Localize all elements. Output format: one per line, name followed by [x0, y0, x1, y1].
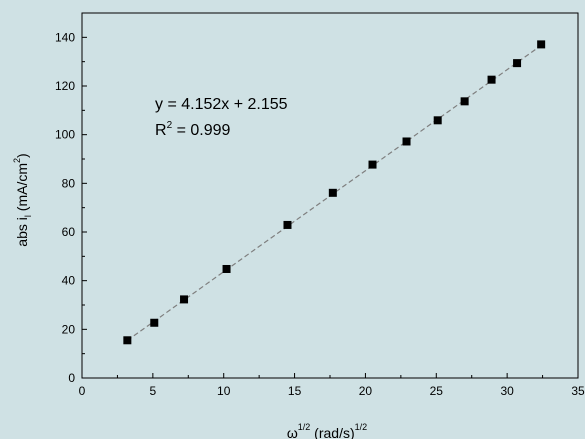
x-tick-label: 20 — [359, 384, 373, 398]
r-squared-label: R2 = 0.999 — [155, 120, 231, 139]
data-point — [537, 40, 546, 49]
x-tick-label: 15 — [288, 384, 302, 398]
fit-line — [127, 44, 542, 341]
data-point — [513, 59, 522, 68]
data-point — [433, 116, 442, 125]
y-tick-label: 120 — [55, 79, 75, 93]
y-axis-title: abs il (mA/cm2) — [12, 153, 33, 246]
data-markers — [123, 40, 546, 345]
fit-line-group — [127, 44, 542, 341]
data-point — [328, 188, 337, 197]
data-point — [150, 318, 159, 327]
y-tick-label: 20 — [62, 322, 76, 336]
x-tick-label: 35 — [571, 384, 585, 398]
x-tick-label: 25 — [430, 384, 444, 398]
x-tick-label: 5 — [150, 384, 157, 398]
y-tick-label: 100 — [55, 128, 75, 142]
y-tick-label: 140 — [55, 30, 75, 44]
x-tick-label: 30 — [500, 384, 514, 398]
y-tick-label: 60 — [62, 225, 76, 239]
x-tick-label: 10 — [217, 384, 231, 398]
x-axis-title: ω1/2 (rad/s)1/2 — [287, 422, 367, 439]
data-point — [487, 75, 496, 84]
ticks: 0 5 10 15 20 25 30 35 0 20 40 60 80 100 120 140 — [55, 12, 585, 398]
data-point — [460, 97, 469, 106]
y-tick-label: 80 — [62, 176, 76, 190]
data-point — [402, 137, 411, 146]
fit-equation: y = 4.152x + 2.155 — [155, 96, 288, 113]
y-tick-label: 40 — [62, 274, 76, 288]
data-point — [180, 295, 189, 304]
x-tick-label: 0 — [79, 384, 86, 398]
data-point — [368, 160, 377, 169]
data-point — [123, 336, 132, 345]
y-tick-label: 0 — [68, 371, 75, 385]
data-point — [283, 220, 292, 229]
data-point — [222, 264, 231, 273]
